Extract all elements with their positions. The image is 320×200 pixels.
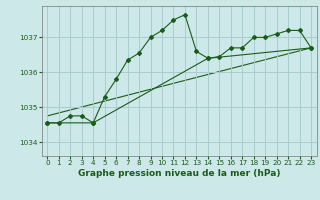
X-axis label: Graphe pression niveau de la mer (hPa): Graphe pression niveau de la mer (hPa)	[78, 169, 280, 178]
